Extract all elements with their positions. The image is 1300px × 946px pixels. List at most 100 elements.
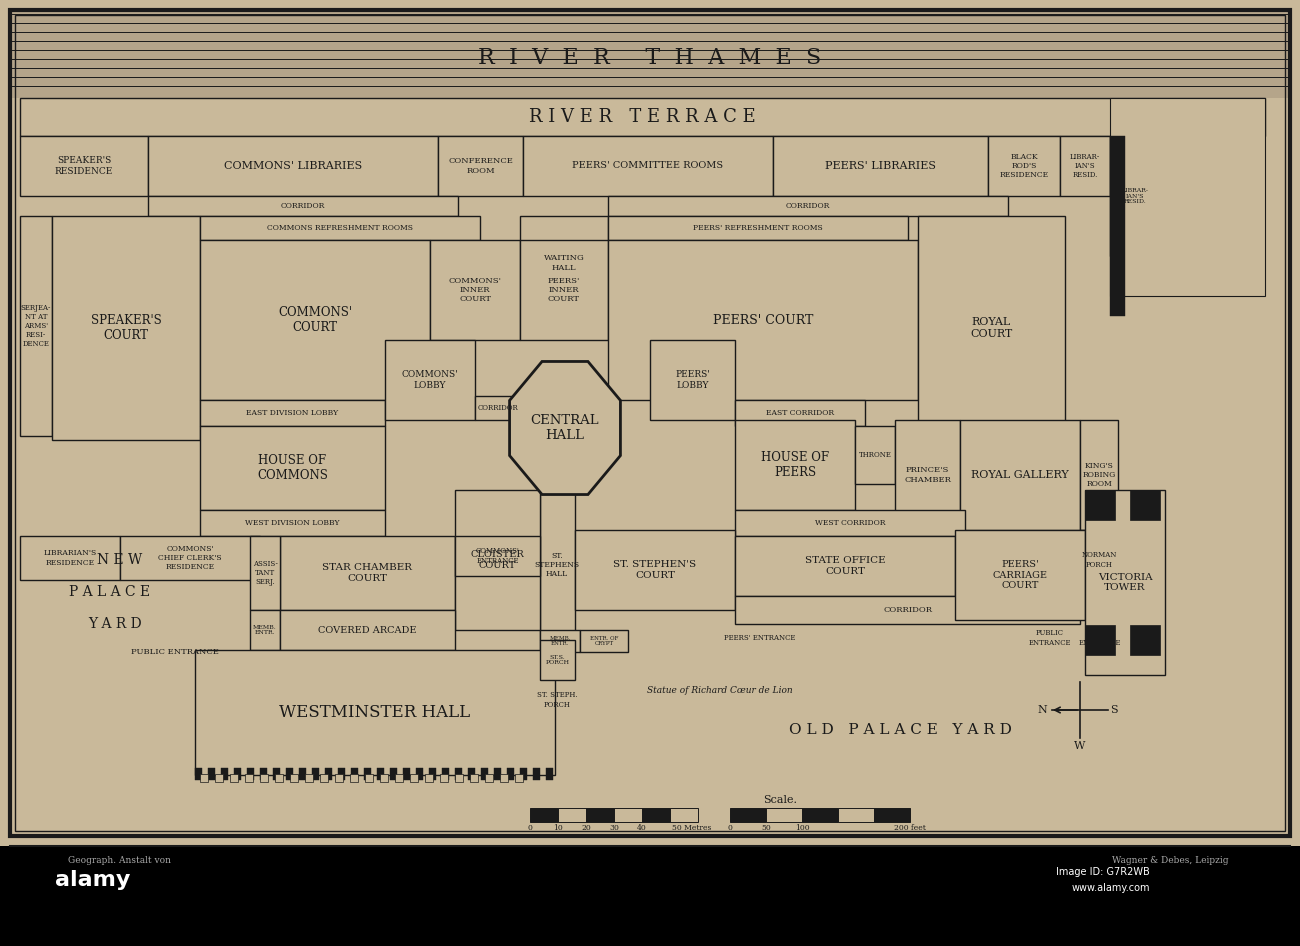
- Bar: [20, 98, 1265, 136]
- Text: SERJEA-
NT AT
ARMS'
RESI-
DENCE: SERJEA- NT AT ARMS' RESI- DENCE: [21, 304, 51, 348]
- Text: 0: 0: [528, 824, 533, 832]
- Bar: [650, 340, 734, 420]
- Text: HOUSE OF
COMMONS: HOUSE OF COMMONS: [257, 454, 328, 482]
- Text: Statue of Richard Cœur de Lion: Statue of Richard Cœur de Lion: [647, 686, 793, 694]
- Text: VICTORIA
TOWER: VICTORIA TOWER: [1097, 572, 1152, 592]
- Text: R I V E R   T E R R A C E: R I V E R T E R R A C E: [529, 108, 755, 126]
- Bar: [734, 510, 965, 536]
- Bar: [306, 774, 313, 782]
- Bar: [200, 240, 430, 400]
- Bar: [10, 10, 1290, 98]
- Bar: [148, 196, 458, 216]
- Bar: [200, 216, 480, 240]
- Text: LIBRAR-
IAN'S
RESID.: LIBRAR- IAN'S RESID.: [1070, 153, 1100, 179]
- Bar: [234, 768, 240, 780]
- Text: PRINCE'S
CHAMBER: PRINCE'S CHAMBER: [903, 466, 950, 483]
- Text: Wagner & Debes, Leipzig: Wagner & Debes, Leipzig: [1112, 855, 1228, 865]
- Text: 40: 40: [637, 824, 647, 832]
- Text: SPEAKER'S
RESIDENCE: SPEAKER'S RESIDENCE: [55, 156, 113, 176]
- Bar: [485, 774, 493, 782]
- Bar: [540, 640, 575, 680]
- Text: PEERS' COURT: PEERS' COURT: [712, 313, 814, 326]
- Text: ROYAL
COURT: ROYAL COURT: [970, 317, 1013, 339]
- Bar: [1086, 490, 1115, 520]
- Bar: [390, 768, 396, 780]
- Bar: [608, 196, 1008, 216]
- Bar: [364, 768, 370, 780]
- Text: Y A R D: Y A R D: [88, 617, 142, 631]
- Bar: [221, 768, 228, 780]
- Bar: [430, 240, 520, 340]
- Text: WEST DIVISION LOBBY: WEST DIVISION LOBBY: [246, 519, 339, 527]
- Bar: [540, 630, 580, 652]
- Bar: [120, 536, 260, 580]
- Text: 50 Metres: 50 Metres: [672, 824, 711, 832]
- Bar: [956, 530, 1086, 620]
- Bar: [312, 768, 318, 780]
- Bar: [455, 774, 463, 782]
- Text: 50: 50: [760, 824, 771, 832]
- Bar: [365, 774, 373, 782]
- Text: CORRIDOR: CORRIDOR: [477, 404, 517, 412]
- Text: HOUSE OF
PEERS: HOUSE OF PEERS: [760, 451, 829, 479]
- Bar: [350, 774, 358, 782]
- Bar: [10, 10, 1290, 836]
- Bar: [734, 400, 864, 426]
- Bar: [468, 768, 474, 780]
- Text: PEERS' ENTRANCE: PEERS' ENTRANCE: [724, 634, 796, 642]
- Bar: [575, 530, 734, 610]
- Text: ST.S.
PORCH: ST.S. PORCH: [546, 655, 569, 665]
- Bar: [474, 396, 520, 420]
- Text: CONFERENCE
ROOM: CONFERENCE ROOM: [448, 157, 514, 175]
- Bar: [1086, 625, 1115, 655]
- Text: ST.
STEPHENS
HALL: ST. STEPHENS HALL: [534, 552, 580, 578]
- Text: BLACK
ROD'S
RESIDENCE: BLACK ROD'S RESIDENCE: [1000, 153, 1049, 179]
- Bar: [148, 136, 438, 196]
- Bar: [320, 774, 328, 782]
- Bar: [230, 774, 238, 782]
- Bar: [439, 774, 448, 782]
- Bar: [299, 768, 305, 780]
- Bar: [429, 768, 436, 780]
- Bar: [734, 420, 855, 510]
- Bar: [1080, 530, 1118, 590]
- Bar: [438, 136, 523, 196]
- Bar: [520, 240, 608, 340]
- Text: COMMONS'
INNER
COURT: COMMONS' INNER COURT: [448, 277, 502, 304]
- Text: ENTR. OF
CRYPT: ENTR. OF CRYPT: [590, 636, 619, 646]
- Bar: [608, 240, 918, 400]
- Text: COMMONS REFRESHMENT ROOMS: COMMONS REFRESHMENT ROOMS: [266, 224, 413, 232]
- Bar: [533, 768, 540, 780]
- Text: EAST DIVISION LOBBY: EAST DIVISION LOBBY: [247, 409, 338, 417]
- Text: S: S: [1110, 705, 1118, 715]
- Text: www.alamy.com: www.alamy.com: [1071, 883, 1150, 893]
- Bar: [0, 0, 1300, 846]
- Text: COVERED ARCADE: COVERED ARCADE: [318, 625, 417, 635]
- Text: PEERS'
INNER
COURT: PEERS' INNER COURT: [547, 277, 580, 304]
- Bar: [1080, 420, 1118, 530]
- Bar: [250, 610, 280, 650]
- Text: MEMB.
ENTR.: MEMB. ENTR.: [549, 636, 571, 646]
- Text: WEST CORRIDOR: WEST CORRIDOR: [815, 519, 885, 527]
- Bar: [1130, 625, 1160, 655]
- Bar: [546, 768, 552, 780]
- Text: ST. STEPH.
PORCH: ST. STEPH. PORCH: [537, 692, 577, 709]
- Bar: [290, 774, 298, 782]
- Bar: [1110, 98, 1265, 296]
- Text: LIBRAR-
IAN'S
RESID.: LIBRAR- IAN'S RESID.: [1122, 187, 1148, 204]
- Text: PEERS'
LOBBY: PEERS' LOBBY: [675, 370, 710, 390]
- Text: LIBRARIAN'S
RESIDENCE: LIBRARIAN'S RESIDENCE: [43, 550, 96, 567]
- Bar: [530, 808, 558, 822]
- Bar: [494, 768, 500, 780]
- Bar: [280, 610, 455, 650]
- Text: COMMONS'
LOBBY: COMMONS' LOBBY: [402, 370, 459, 390]
- Bar: [20, 216, 52, 436]
- Bar: [642, 808, 670, 822]
- Bar: [425, 774, 433, 782]
- Bar: [351, 768, 358, 780]
- Text: KING'S
ROBING
ROOM: KING'S ROBING ROOM: [1083, 462, 1115, 488]
- Text: 30: 30: [610, 824, 619, 832]
- Bar: [273, 768, 280, 780]
- Text: Image ID: G7R2WB: Image ID: G7R2WB: [1056, 867, 1150, 877]
- Text: 20: 20: [581, 824, 592, 832]
